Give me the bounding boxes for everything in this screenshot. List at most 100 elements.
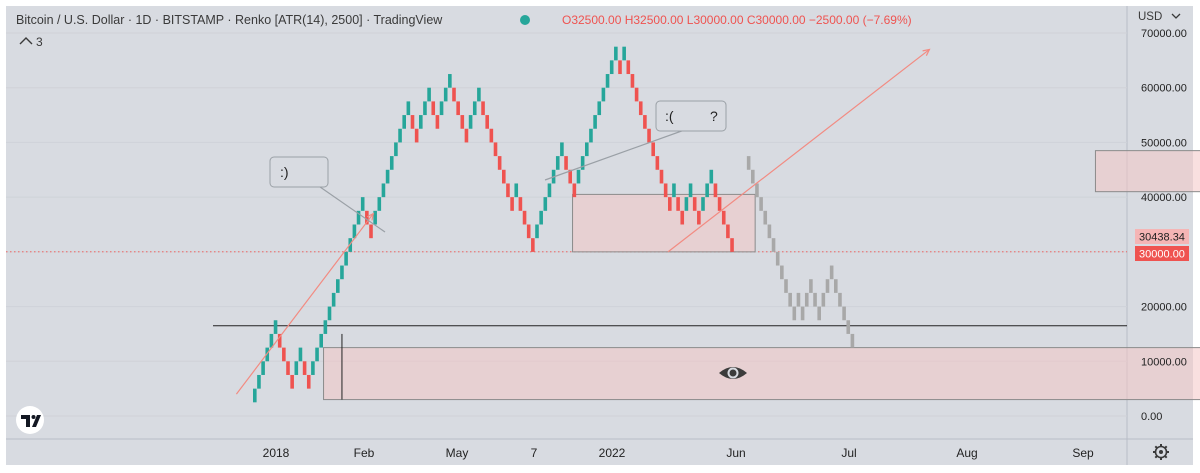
renko-brick-109: [705, 183, 709, 198]
renko-brick-96: [651, 142, 655, 157]
renko-brick-48: [452, 87, 456, 102]
indicator-collapse-toggle[interactable]: 3: [19, 35, 43, 49]
renko-brick-8: [286, 361, 290, 375]
renko-brick-74: [560, 142, 564, 157]
renko-brick-101: [672, 183, 676, 198]
renko-brick-77: [572, 183, 577, 198]
renko-brick-21: [340, 265, 344, 280]
horizontal-levels: [6, 251, 1127, 327]
renko-brick-89: [622, 46, 626, 61]
renko-brick-97: [655, 156, 660, 170]
renko-brick-52: [468, 115, 473, 129]
renko-brick-53: [472, 101, 477, 116]
renko-brick-12: [302, 361, 307, 375]
symbol-title: Bitcoin / U.S. Dollar · 1D · BITSTAMP · …: [16, 13, 443, 27]
time-label-5: Jun: [726, 446, 745, 460]
renko-brick-104: [684, 197, 689, 211]
time-label-1: Feb: [354, 446, 375, 460]
renko-brick-31: [381, 183, 386, 198]
projection-brick-15: [809, 279, 813, 293]
projection-brick-20: [829, 265, 834, 280]
eye-icon[interactable]: [719, 367, 747, 379]
renko-brick-11: [298, 347, 303, 362]
renko-brick-18: [327, 306, 332, 321]
close-price-tag: 30000.00: [1135, 246, 1189, 261]
renko-brick-65: [522, 210, 527, 225]
last-price-tag: 30438.34: [1135, 229, 1189, 244]
currency-selector[interactable]: USD: [1138, 11, 1181, 23]
renko-brick-57: [489, 128, 494, 143]
projection-brick-21: [834, 279, 838, 293]
renko-brick-1: [257, 374, 261, 389]
projection-brick-23: [842, 306, 846, 321]
renko-brick-15: [315, 347, 319, 362]
renko-brick-66: [526, 224, 531, 239]
renko-brick-84: [601, 87, 606, 102]
renko-brick-49: [456, 101, 460, 116]
time-axis-pane: [6, 439, 1193, 465]
projection-brick-25: [850, 333, 855, 348]
zone-rect-1[interactable]: [1094, 150, 1200, 193]
renko-brick-0: [253, 388, 257, 403]
renko-brick-56: [485, 115, 489, 129]
renko-brick-95: [647, 128, 651, 143]
zone-rect-2[interactable]: [323, 347, 1200, 401]
renko-brick-93: [638, 101, 643, 116]
projection-brick-4: [763, 210, 768, 225]
renko-brick-108: [701, 197, 705, 211]
renko-brick-14: [311, 361, 315, 375]
trend-arrow-1[interactable]: [667, 48, 931, 253]
projection-brick-17: [817, 306, 821, 321]
renko-brick-92: [634, 87, 639, 102]
renko-brick-36: [402, 115, 406, 129]
projection-brick-5: [767, 224, 772, 239]
callout-smile[interactable]: :): [269, 156, 386, 233]
last-price-text: 30438.34: [1139, 232, 1185, 244]
time-label-3: 7: [531, 446, 538, 460]
renko-brick-54: [477, 87, 481, 102]
renko-brick-28: [369, 224, 373, 239]
renko-brick-38: [410, 115, 415, 129]
renko-brick-71: [547, 183, 552, 198]
callout-sad[interactable]: :( ?: [544, 100, 727, 181]
renko-brick-103: [680, 210, 685, 225]
renko-brick-43: [431, 101, 436, 116]
zones: [323, 150, 1200, 401]
renko-brick-30: [377, 197, 382, 211]
renko-brick-114: [726, 224, 730, 239]
renko-brick-7: [282, 347, 286, 362]
renko-brick-47: [448, 74, 452, 88]
gear-icon[interactable]: [1153, 444, 1169, 460]
time-axis-labels: 2018 Feb May 7 2022 Jun Jul Aug Sep: [263, 446, 1094, 460]
projection-brick-0: [746, 156, 751, 170]
renko-brick-105: [688, 183, 693, 198]
projection-brick-1: [751, 169, 755, 184]
renko-brick-44: [435, 115, 440, 129]
renko-brick-23: [348, 238, 353, 252]
projection-brick-6: [771, 238, 776, 252]
renko-brick-91: [630, 74, 635, 88]
renko-brick-115: [730, 238, 734, 252]
trend-arrow-0[interactable]: [235, 212, 375, 395]
renko-brick-68: [535, 224, 539, 239]
time-label-0: 2018: [263, 446, 290, 460]
renko-brick-26: [360, 197, 365, 211]
price-tick-0: 0.00: [1141, 411, 1162, 423]
close-price-bg: [1135, 246, 1189, 261]
renko-brick-67: [531, 238, 535, 252]
renko-brick-80: [585, 142, 589, 157]
renko-brick-112: [717, 197, 722, 211]
renko-brick-39: [414, 128, 419, 143]
renko-brick-9: [290, 374, 294, 389]
zone-rect-0[interactable]: [572, 193, 756, 253]
renko-brick-46: [443, 87, 448, 102]
renko-brick-85: [605, 74, 610, 88]
projection-brick-13: [800, 306, 805, 321]
renko-brick-78: [576, 169, 581, 184]
renko-brick-50: [460, 115, 465, 129]
renko-brick-58: [493, 142, 498, 157]
price-tick-5: 50000.00: [1141, 137, 1187, 149]
callout-smile-box: [269, 156, 329, 188]
